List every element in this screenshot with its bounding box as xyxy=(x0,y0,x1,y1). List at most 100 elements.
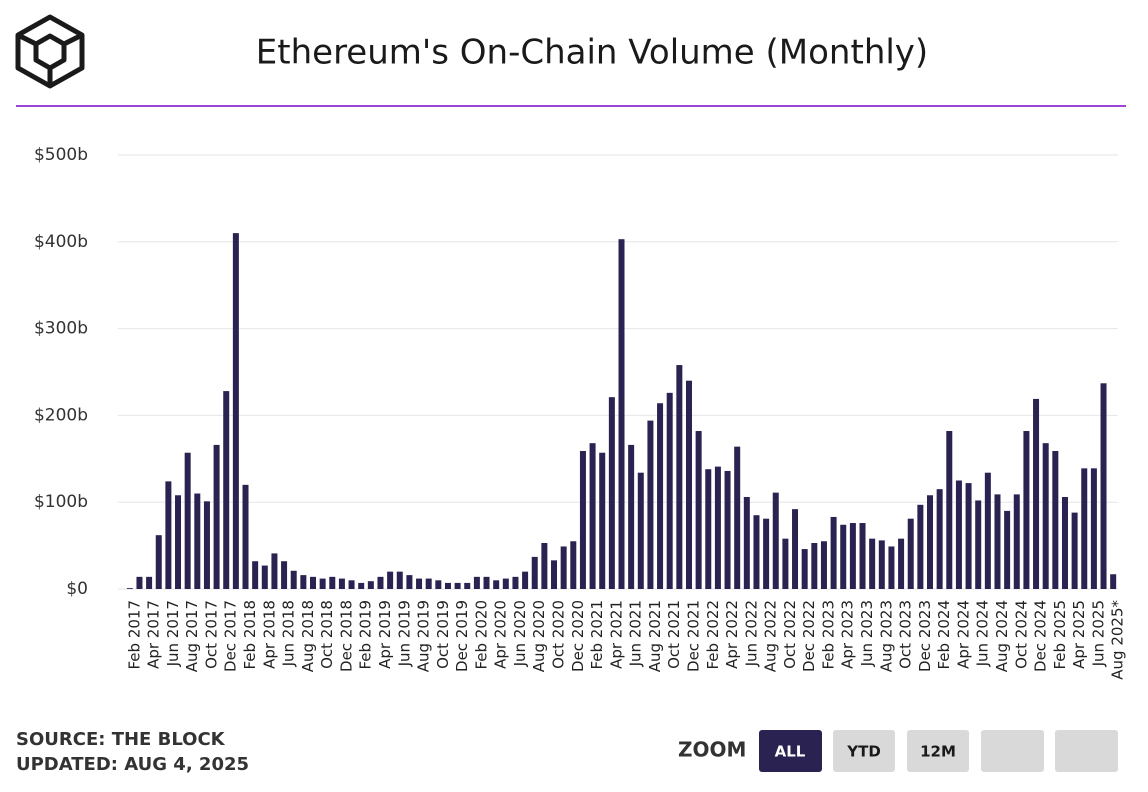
bar xyxy=(898,538,905,589)
bar xyxy=(647,420,654,589)
bar xyxy=(1023,431,1030,589)
bar xyxy=(792,509,799,589)
x-tick-label: Aug 2019 xyxy=(415,600,433,672)
x-tick-label: Jun 2025 xyxy=(1089,600,1107,667)
bar xyxy=(444,582,451,589)
bar xyxy=(1004,510,1011,589)
zoom-button[interactable] xyxy=(1055,730,1118,772)
x-tick-label: Feb 2018 xyxy=(241,600,259,670)
zoom-label: ZOOM xyxy=(678,738,746,762)
bar xyxy=(290,570,297,589)
zoom-button[interactable] xyxy=(833,730,895,772)
bar xyxy=(657,403,664,589)
zoom-button[interactable] xyxy=(907,730,969,772)
bar xyxy=(888,546,895,589)
bar xyxy=(975,500,982,589)
x-tick-label: Dec 2018 xyxy=(337,600,355,672)
x-tick-label: Aug 2020 xyxy=(530,600,548,672)
x-tick-label: Dec 2021 xyxy=(684,600,702,672)
bar xyxy=(869,538,876,589)
x-tick-label: Aug 2023 xyxy=(877,600,895,672)
x-tick-label: Dec 2020 xyxy=(569,600,587,672)
bar xyxy=(743,496,750,589)
x-tick-label: Dec 2023 xyxy=(916,600,934,672)
x-tick-label: Aug 2017 xyxy=(183,600,201,672)
bar xyxy=(271,553,278,589)
zoom-button-label[interactable]: 12M xyxy=(920,743,956,761)
x-tick-label: Feb 2022 xyxy=(704,600,722,670)
zoom-button-label[interactable]: YTD xyxy=(846,743,881,761)
bar xyxy=(618,239,625,590)
bar xyxy=(223,391,230,589)
bar xyxy=(203,501,210,589)
bar xyxy=(753,515,760,589)
bar xyxy=(685,380,692,589)
bar xyxy=(377,576,384,589)
x-tick-label: Oct 2023 xyxy=(897,600,915,669)
x-tick-label: Aug 2025* xyxy=(1109,600,1127,680)
updated: UPDATED: AUG 4, 2025 xyxy=(16,754,249,775)
bar xyxy=(628,444,635,589)
bar xyxy=(608,397,615,589)
x-tick-label: Feb 2019 xyxy=(357,600,375,670)
bar xyxy=(599,452,606,589)
bar xyxy=(155,535,162,589)
bar xyxy=(175,495,182,589)
x-tick-label: Aug 2024 xyxy=(993,600,1011,672)
x-tick-label: Apr 2023 xyxy=(839,600,857,669)
bar xyxy=(984,472,991,589)
bar xyxy=(551,560,558,589)
x-tick-label: Jun 2017 xyxy=(164,600,182,667)
bar xyxy=(522,571,529,589)
x-tick-label: Feb 2017 xyxy=(125,600,143,670)
bar xyxy=(724,470,731,589)
bar xyxy=(946,431,953,589)
bar xyxy=(483,576,490,589)
bar xyxy=(213,444,220,589)
y-tick-label: $200b xyxy=(34,405,88,425)
x-tick-label: Jun 2023 xyxy=(858,600,876,667)
x-tick-label: Jun 2019 xyxy=(395,600,413,667)
source: SOURCE: THE BLOCK xyxy=(16,729,226,750)
bar xyxy=(136,576,143,589)
bar xyxy=(927,495,934,589)
bar xyxy=(917,504,924,589)
bar xyxy=(589,443,596,589)
y-tick-label: $400b xyxy=(34,232,88,252)
x-tick-label: Apr 2025 xyxy=(1070,600,1088,669)
x-tick-label: Apr 2024 xyxy=(954,600,972,669)
x-tick-label: Dec 2019 xyxy=(453,600,471,672)
bar xyxy=(714,466,721,589)
bar xyxy=(560,546,567,589)
bar xyxy=(454,582,461,589)
x-tick-label: Jun 2024 xyxy=(974,600,992,667)
bar xyxy=(878,540,885,589)
bar xyxy=(666,392,673,589)
bar xyxy=(396,571,403,589)
x-tick-label: Apr 2021 xyxy=(607,600,625,669)
chart-title: Ethereum's On-Chain Volume (Monthly) xyxy=(256,33,928,73)
bar xyxy=(1042,443,1049,589)
x-tick-label: Oct 2024 xyxy=(1012,600,1030,669)
zoom-button[interactable] xyxy=(759,730,822,772)
bar xyxy=(955,480,962,589)
bar xyxy=(1052,450,1059,589)
x-tick-label: Jun 2022 xyxy=(742,600,760,667)
bar xyxy=(348,580,355,589)
bar xyxy=(194,493,201,589)
zoom-button[interactable] xyxy=(981,730,1044,772)
x-tick-label: Feb 2023 xyxy=(819,600,837,670)
bar xyxy=(965,483,972,589)
bar xyxy=(936,489,943,589)
zoom-button-label[interactable]: ALL xyxy=(775,743,806,761)
x-tick-label: Feb 2021 xyxy=(588,600,606,670)
x-tick-label: Oct 2019 xyxy=(434,600,452,669)
bar xyxy=(281,561,288,589)
bar xyxy=(319,578,326,589)
bar xyxy=(849,523,856,589)
bar xyxy=(811,542,818,589)
x-tick-label: Dec 2017 xyxy=(222,600,240,672)
bar xyxy=(579,450,586,589)
x-tick-label: Jun 2018 xyxy=(280,600,298,667)
x-tick-label: Jun 2021 xyxy=(627,600,645,667)
